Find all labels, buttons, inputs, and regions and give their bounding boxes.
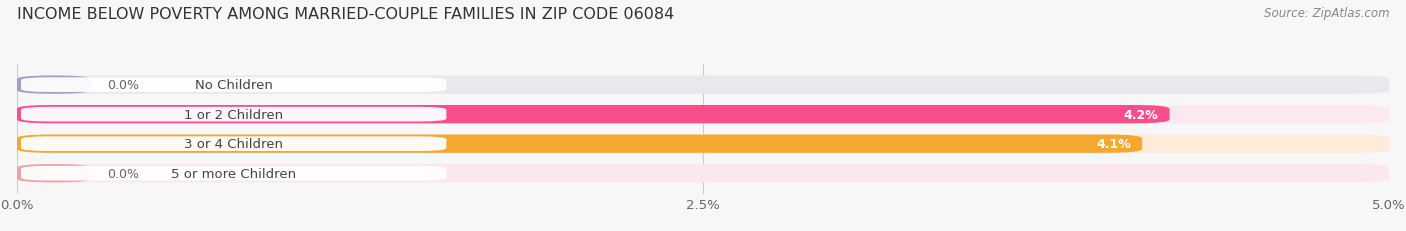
FancyBboxPatch shape — [21, 166, 446, 181]
FancyBboxPatch shape — [17, 135, 1389, 153]
FancyBboxPatch shape — [17, 164, 91, 182]
Text: 0.0%: 0.0% — [107, 79, 139, 92]
FancyBboxPatch shape — [17, 106, 1389, 124]
Text: INCOME BELOW POVERTY AMONG MARRIED-COUPLE FAMILIES IN ZIP CODE 06084: INCOME BELOW POVERTY AMONG MARRIED-COUPL… — [17, 7, 673, 22]
FancyBboxPatch shape — [17, 76, 1389, 94]
Text: 1 or 2 Children: 1 or 2 Children — [184, 108, 283, 121]
FancyBboxPatch shape — [17, 106, 1170, 124]
FancyBboxPatch shape — [21, 78, 446, 93]
Text: 5 or more Children: 5 or more Children — [172, 167, 297, 180]
Text: 4.2%: 4.2% — [1123, 108, 1159, 121]
Text: 0.0%: 0.0% — [107, 167, 139, 180]
FancyBboxPatch shape — [17, 164, 1389, 182]
Text: No Children: No Children — [195, 79, 273, 92]
Text: 4.1%: 4.1% — [1097, 138, 1132, 151]
FancyBboxPatch shape — [17, 76, 91, 94]
FancyBboxPatch shape — [21, 107, 446, 122]
Text: 3 or 4 Children: 3 or 4 Children — [184, 138, 283, 151]
Text: Source: ZipAtlas.com: Source: ZipAtlas.com — [1264, 7, 1389, 20]
FancyBboxPatch shape — [17, 135, 1142, 153]
FancyBboxPatch shape — [21, 137, 446, 151]
